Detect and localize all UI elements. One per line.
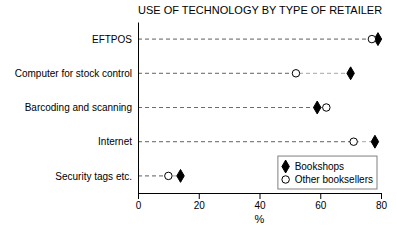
x-tick-mark — [199, 193, 200, 199]
leader-line — [138, 141, 354, 142]
legend: Bookshops Other booksellers — [278, 156, 377, 189]
point — [313, 101, 320, 114]
x-tick: 20 — [194, 193, 206, 211]
point — [371, 135, 378, 148]
legend-label: Other booksellers — [295, 174, 373, 185]
y-tick-label: Computer for stock control — [15, 68, 132, 79]
legend-label: Bookshops — [295, 161, 344, 172]
point — [368, 35, 375, 42]
axis-line — [139, 194, 382, 200]
x-tick-label: 20 — [194, 200, 206, 211]
point — [165, 172, 172, 179]
point — [350, 138, 357, 145]
x-tick: 0 — [136, 193, 142, 211]
y-tick: Barcoding and scanning — [25, 102, 132, 113]
title: USE OF TECHNOLOGY BY TYPE OF RETAILER — [138, 4, 382, 16]
y-tick: EFTPOS — [92, 34, 132, 45]
x-tick-mark — [320, 193, 321, 199]
leader-line — [138, 73, 296, 74]
legend-swatch — [282, 176, 289, 183]
point — [177, 169, 184, 182]
y-axis: EFTPOS Computer for stock control Barcodin… — [15, 23, 139, 194]
y-tick-label: EFTPOS — [92, 34, 132, 45]
point — [323, 104, 330, 111]
leader-line — [138, 107, 326, 108]
leader-line — [138, 175, 181, 176]
y-tick: Security tags etc. — [55, 171, 132, 182]
y-tick-label: Internet — [98, 136, 132, 147]
y-tick-label: Security tags etc. — [55, 171, 132, 182]
x-tick-label: 0 — [136, 200, 142, 211]
x-tick-label: 60 — [315, 200, 327, 211]
leader-line — [138, 175, 168, 176]
x-tick-mark — [138, 193, 139, 199]
x-tick-mark — [260, 193, 261, 199]
x-tick-label: 80 — [376, 200, 388, 211]
x-tick-mark — [381, 193, 382, 199]
y-tick: Internet — [98, 136, 132, 147]
x-tick: 40 — [254, 193, 266, 211]
point — [347, 67, 354, 80]
plot: 0 20 40 60 80 EFTPOS Computer for stock contro… — [15, 23, 388, 212]
leader-line — [138, 141, 375, 142]
x-tick-label: 40 — [254, 200, 266, 211]
leader-line — [138, 107, 317, 108]
x-tick: 80 — [376, 193, 388, 211]
y-tick: Computer for stock control — [15, 68, 132, 79]
point — [292, 70, 299, 77]
leader-line — [138, 39, 372, 40]
legend-item: Other booksellers — [282, 174, 373, 185]
legend-box — [278, 156, 377, 189]
x-tick: 60 — [315, 193, 327, 211]
y-tick-label: Barcoding and scanning — [25, 102, 132, 113]
legend-swatch — [282, 160, 289, 173]
leader-line — [138, 73, 351, 74]
x-axis-title: % — [255, 213, 265, 225]
chart: 0 20 40 60 80 EFTPOS Computer for stock contro… — [0, 0, 397, 227]
x-axis: 0 20 40 60 80 — [136, 193, 388, 211]
legend-item: Bookshops — [282, 160, 344, 173]
leader-line — [138, 39, 378, 40]
